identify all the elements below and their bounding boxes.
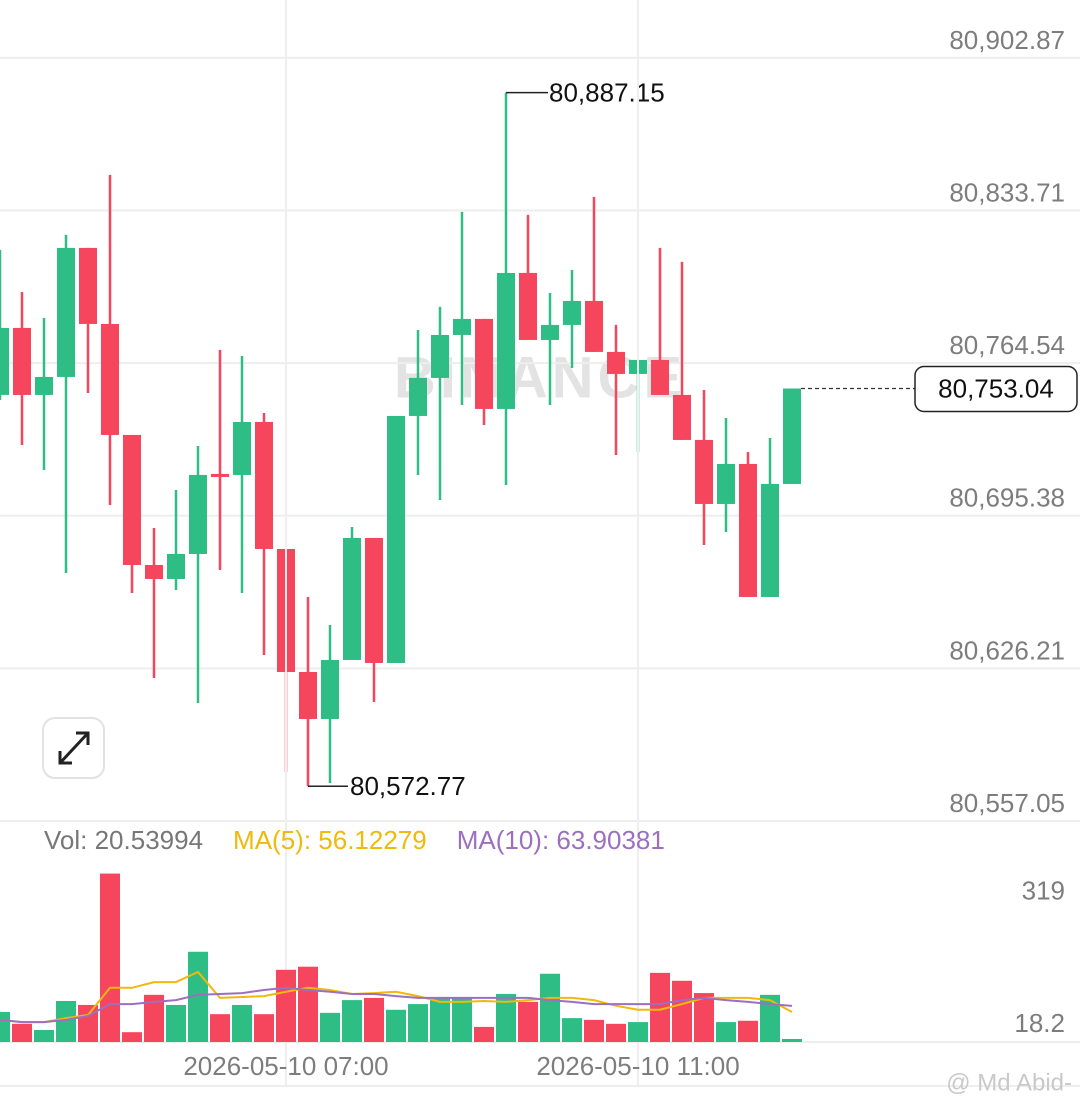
volume-bar — [166, 1004, 186, 1042]
volume-bar — [496, 993, 516, 1042]
volume-bar — [672, 980, 692, 1042]
legend-entry: Vol: 20.53994 — [44, 825, 203, 855]
volume-bar — [78, 1004, 98, 1042]
candle-body — [761, 483, 779, 597]
candle-body — [233, 421, 251, 475]
volume-bar — [738, 1020, 758, 1042]
candle-body — [0, 327, 9, 395]
candle-body — [409, 377, 427, 416]
volume-bar — [56, 1000, 76, 1042]
candle-body — [585, 300, 603, 352]
volume-bar — [122, 1032, 142, 1042]
y-tick-label: 319 — [1022, 876, 1065, 906]
candle-body — [541, 324, 559, 340]
volume-bar — [606, 1023, 626, 1042]
volume-bar — [562, 1018, 582, 1042]
high-label: 80,887.15 — [549, 77, 665, 107]
x-tick-label: 2026-05-10 11:00 — [536, 1051, 739, 1081]
candle-body — [519, 272, 537, 340]
candle-body — [79, 247, 97, 324]
candle-body — [453, 318, 471, 335]
candle-body — [365, 537, 383, 663]
candle-body — [255, 421, 273, 549]
volume-bar — [276, 969, 296, 1042]
candle-body — [563, 300, 581, 325]
volume-bar — [584, 1019, 604, 1042]
volume-bar — [760, 994, 780, 1042]
candle-body — [475, 318, 493, 409]
x-tick-label: 2026-05-10 07:00 — [183, 1051, 388, 1081]
volume-bar — [430, 997, 450, 1042]
volume-bar — [210, 1014, 230, 1042]
volume-bar — [342, 1000, 362, 1042]
candle-body — [167, 553, 185, 579]
volume-bar — [0, 1011, 10, 1042]
volume-bar — [320, 1012, 340, 1042]
volume-bar — [298, 966, 318, 1042]
candle-body — [57, 247, 75, 377]
y-tick-label: 80,764.54 — [949, 330, 1065, 360]
expand-icon — [58, 731, 90, 765]
volume-bar — [144, 994, 164, 1042]
legend-entry: MA(5): 56.12279 — [233, 825, 427, 855]
volume-bar — [386, 1009, 406, 1042]
candle-body — [607, 351, 625, 374]
candle-body — [189, 474, 207, 554]
volume-bar — [628, 1022, 648, 1042]
volume-bar — [452, 997, 472, 1042]
candle-body — [123, 434, 141, 565]
last-price-box — [914, 365, 1078, 413]
last-price-label: 80,753.04 — [938, 373, 1054, 403]
y-tick-label: 80,902.87 — [949, 25, 1065, 55]
candle-body — [717, 463, 735, 504]
volume-bar — [782, 1038, 802, 1042]
candle-body — [35, 376, 53, 395]
candle-body — [101, 323, 119, 435]
candle-body — [343, 537, 361, 660]
candle-body — [211, 473, 229, 477]
candle-body — [673, 394, 691, 440]
low-label: 80,572.77 — [350, 771, 466, 801]
volume-bar — [408, 1004, 428, 1042]
candle-body — [387, 415, 405, 663]
volume-bar — [34, 1029, 54, 1042]
candle-body — [431, 334, 449, 378]
volume-bar — [650, 972, 670, 1042]
volume-bar — [694, 993, 714, 1042]
y-tick-label: 80,557.05 — [949, 788, 1065, 818]
volume-bar — [364, 997, 384, 1042]
volume-bar — [518, 1001, 538, 1042]
volume-bar — [474, 1026, 494, 1042]
volume-bar — [12, 1023, 32, 1042]
candle-body — [739, 463, 757, 597]
candle-body — [783, 388, 801, 484]
volume-bar — [540, 973, 560, 1042]
candle-body — [145, 564, 163, 579]
volume-bar — [100, 873, 120, 1042]
volume-bar — [232, 1004, 252, 1042]
candle-body — [651, 359, 669, 395]
y-tick-label: 80,833.71 — [949, 177, 1065, 207]
legend-entry: MA(10): 63.90381 — [457, 825, 665, 855]
volume-bar — [716, 1022, 736, 1042]
y-tick-label: 80,695.38 — [949, 483, 1065, 513]
ma-line — [0, 970, 793, 1024]
volume-bar — [254, 1014, 274, 1042]
candle-body — [695, 439, 713, 504]
candle-body — [497, 272, 515, 409]
candle-body — [13, 327, 31, 395]
footer-watermark: @ Md Abid- — [946, 1069, 1072, 1096]
y-tick-label: 80,626.21 — [949, 635, 1065, 665]
y-tick-label: 18.2 — [1014, 1008, 1065, 1038]
ma-line — [0, 986, 793, 1024]
candle-body — [321, 659, 339, 719]
candle-body — [299, 671, 317, 719]
